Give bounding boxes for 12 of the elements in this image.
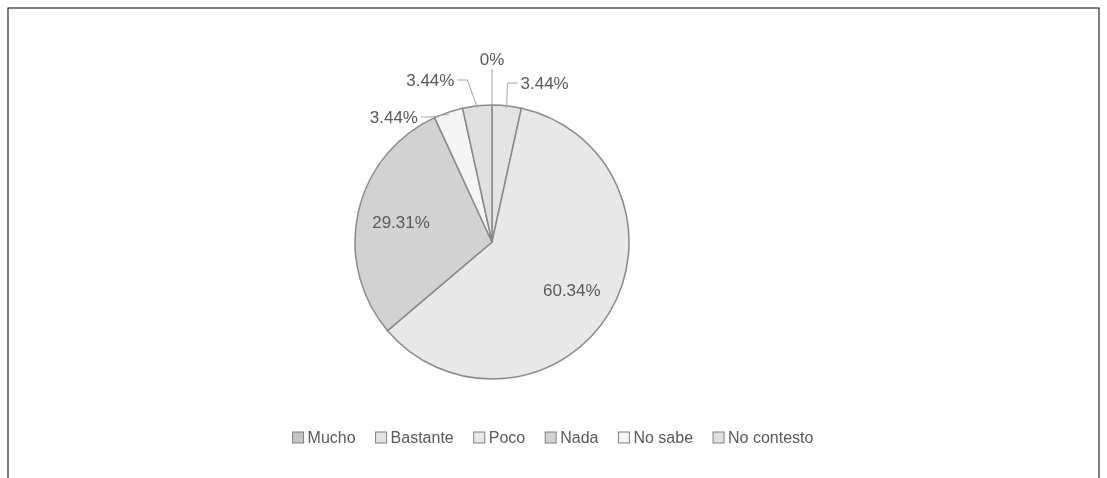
legend-label: Poco	[488, 428, 526, 446]
data-label: 3.44%	[369, 108, 418, 127]
legend-label: Mucho	[307, 428, 356, 446]
data-label: 3.44%	[406, 71, 455, 90]
legend-label: Nada	[560, 428, 599, 446]
data-label: 29.31%	[372, 212, 430, 232]
data-label: 60.34%	[542, 281, 601, 301]
legend-label: Bastante	[390, 428, 454, 446]
data-label: 3.44%	[520, 74, 569, 93]
text: 0%	[479, 50, 505, 69]
legend-label: No sabe	[633, 428, 694, 446]
legend-label: No contesto	[728, 428, 814, 446]
